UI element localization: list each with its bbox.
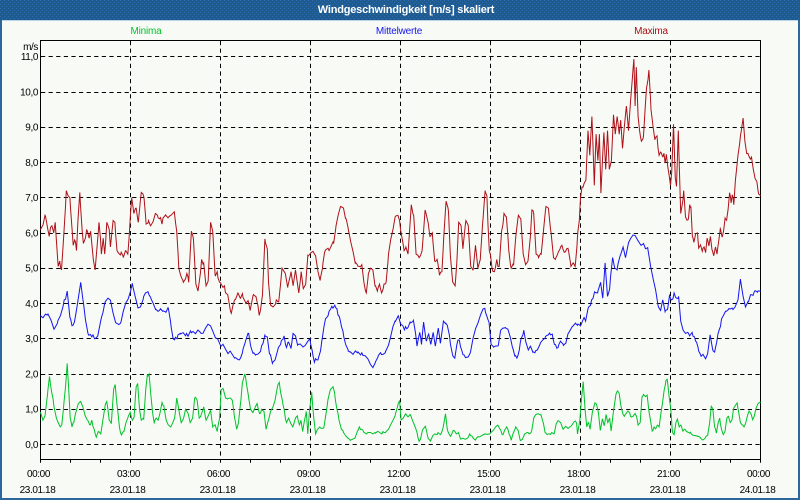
svg-text:10,0: 10,0 xyxy=(20,87,39,98)
svg-text:23.01.18: 23.01.18 xyxy=(470,485,507,496)
svg-text:5,0: 5,0 xyxy=(25,264,39,275)
svg-text:4,0: 4,0 xyxy=(25,299,39,310)
svg-text:11,0: 11,0 xyxy=(21,52,39,63)
svg-text:8,0: 8,0 xyxy=(25,158,39,169)
svg-text:6,0: 6,0 xyxy=(25,228,39,239)
svg-text:Minima: Minima xyxy=(130,26,162,37)
svg-text:23.01.18: 23.01.18 xyxy=(290,485,327,496)
svg-text:24.01.18: 24.01.18 xyxy=(740,485,777,496)
svg-text:23.01.18: 23.01.18 xyxy=(110,485,147,496)
svg-text:1,0: 1,0 xyxy=(25,405,39,416)
svg-text:23.01.18: 23.01.18 xyxy=(650,485,687,496)
svg-text:09:00: 09:00 xyxy=(297,469,321,480)
svg-text:03:00: 03:00 xyxy=(117,469,141,480)
svg-text:0,0: 0,0 xyxy=(25,440,39,451)
svg-text:23.01.18: 23.01.18 xyxy=(380,485,417,496)
svg-text:3,0: 3,0 xyxy=(25,334,39,345)
svg-text:9,0: 9,0 xyxy=(25,123,39,134)
svg-text:21:00: 21:00 xyxy=(657,469,681,480)
svg-text:Mittelwerte: Mittelwerte xyxy=(376,26,423,37)
svg-text:00:00: 00:00 xyxy=(27,469,51,480)
svg-text:Maxima: Maxima xyxy=(634,26,668,37)
svg-text:23.01.18: 23.01.18 xyxy=(200,485,237,496)
svg-text:23.01.18: 23.01.18 xyxy=(560,485,597,496)
svg-text:00:00: 00:00 xyxy=(747,469,771,480)
svg-text:23.01.18: 23.01.18 xyxy=(20,485,57,496)
svg-text:15:00: 15:00 xyxy=(477,469,501,480)
svg-text:18:00: 18:00 xyxy=(567,469,591,480)
svg-text:2,0: 2,0 xyxy=(25,370,39,381)
svg-text:7,0: 7,0 xyxy=(25,193,39,204)
svg-text:m/s: m/s xyxy=(23,42,38,53)
svg-text:12:00: 12:00 xyxy=(387,469,411,480)
svg-text:06:00: 06:00 xyxy=(207,469,231,480)
